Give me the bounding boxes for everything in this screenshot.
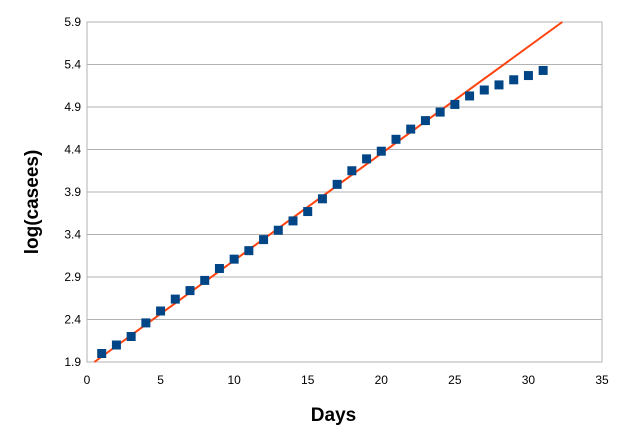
y-tick-label: 2.9	[64, 270, 81, 284]
data-point	[156, 306, 166, 316]
x-tick-label: 30	[522, 373, 536, 387]
x-tick-label: 10	[227, 373, 241, 387]
data-point	[479, 85, 489, 95]
data-point	[347, 166, 357, 176]
y-tick-label: 3.4	[64, 228, 81, 242]
y-tick-label: 1.9	[64, 355, 81, 369]
data-point	[303, 207, 313, 217]
data-point	[406, 124, 416, 134]
data-point	[273, 225, 283, 235]
data-point	[332, 179, 342, 189]
data-point	[126, 332, 136, 341]
data-point	[317, 194, 327, 204]
x-tick-label: 5	[157, 373, 164, 387]
y-axis-title: log(casees)	[22, 150, 43, 255]
data-point	[288, 216, 298, 226]
data-point	[185, 286, 195, 296]
data-point	[538, 65, 548, 75]
data-point	[97, 349, 107, 358]
data-point	[494, 80, 504, 90]
x-tick-label: 35	[595, 373, 609, 387]
data-point	[509, 75, 519, 85]
data-point	[435, 107, 445, 117]
data-point	[376, 146, 386, 156]
x-tick-label: 0	[84, 373, 91, 387]
data-point	[362, 154, 372, 164]
y-tick-label: 3.9	[64, 185, 81, 199]
y-tick-label: 5.4	[64, 58, 81, 72]
data-point	[244, 246, 254, 256]
x-axis-tick-labels: 0 5 10 15 20 25 30 35	[84, 373, 609, 387]
data-point	[170, 294, 180, 304]
data-point	[523, 71, 533, 81]
data-point	[391, 134, 401, 144]
y-tick-label: 4.4	[64, 143, 81, 157]
data-point	[214, 264, 224, 273]
trendline	[93, 21, 563, 363]
y-axis-tick-labels: 1.9 2.4 2.9 3.4 3.9 4.4 4.9 5.4 5.9	[64, 15, 81, 369]
data-point	[450, 99, 460, 109]
data-point	[259, 235, 269, 245]
data-point	[200, 275, 210, 285]
data-point	[420, 116, 430, 126]
x-tick-label: 15	[301, 373, 315, 387]
y-tick-label: 4.9	[64, 100, 81, 114]
x-axis-title: Days	[311, 405, 356, 426]
data-point	[229, 254, 239, 264]
y-tick-label: 2.4	[64, 313, 81, 327]
data-point	[465, 91, 475, 101]
data-point	[111, 340, 121, 350]
data-point	[141, 318, 151, 328]
data-points	[97, 65, 548, 358]
y-tick-label: 5.9	[64, 15, 81, 29]
x-tick-label: 25	[448, 373, 462, 387]
plot-area-border	[86, 21, 603, 363]
x-tick-label: 20	[375, 373, 389, 387]
